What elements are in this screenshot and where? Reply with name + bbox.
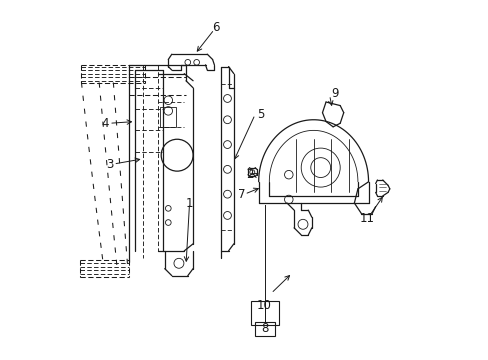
Text: 3: 3 xyxy=(106,158,113,171)
Bar xyxy=(250,301,278,325)
Bar xyxy=(160,107,176,127)
Text: 10: 10 xyxy=(256,299,271,312)
Text: 7: 7 xyxy=(238,188,245,201)
Text: 4: 4 xyxy=(102,117,109,130)
Text: 11: 11 xyxy=(359,212,373,225)
Text: 9: 9 xyxy=(331,87,338,100)
Text: 2: 2 xyxy=(245,168,253,181)
Text: 6: 6 xyxy=(212,21,220,34)
Text: 8: 8 xyxy=(261,322,268,336)
Text: 1: 1 xyxy=(185,197,193,210)
Bar xyxy=(255,322,274,336)
Text: 5: 5 xyxy=(256,108,264,121)
